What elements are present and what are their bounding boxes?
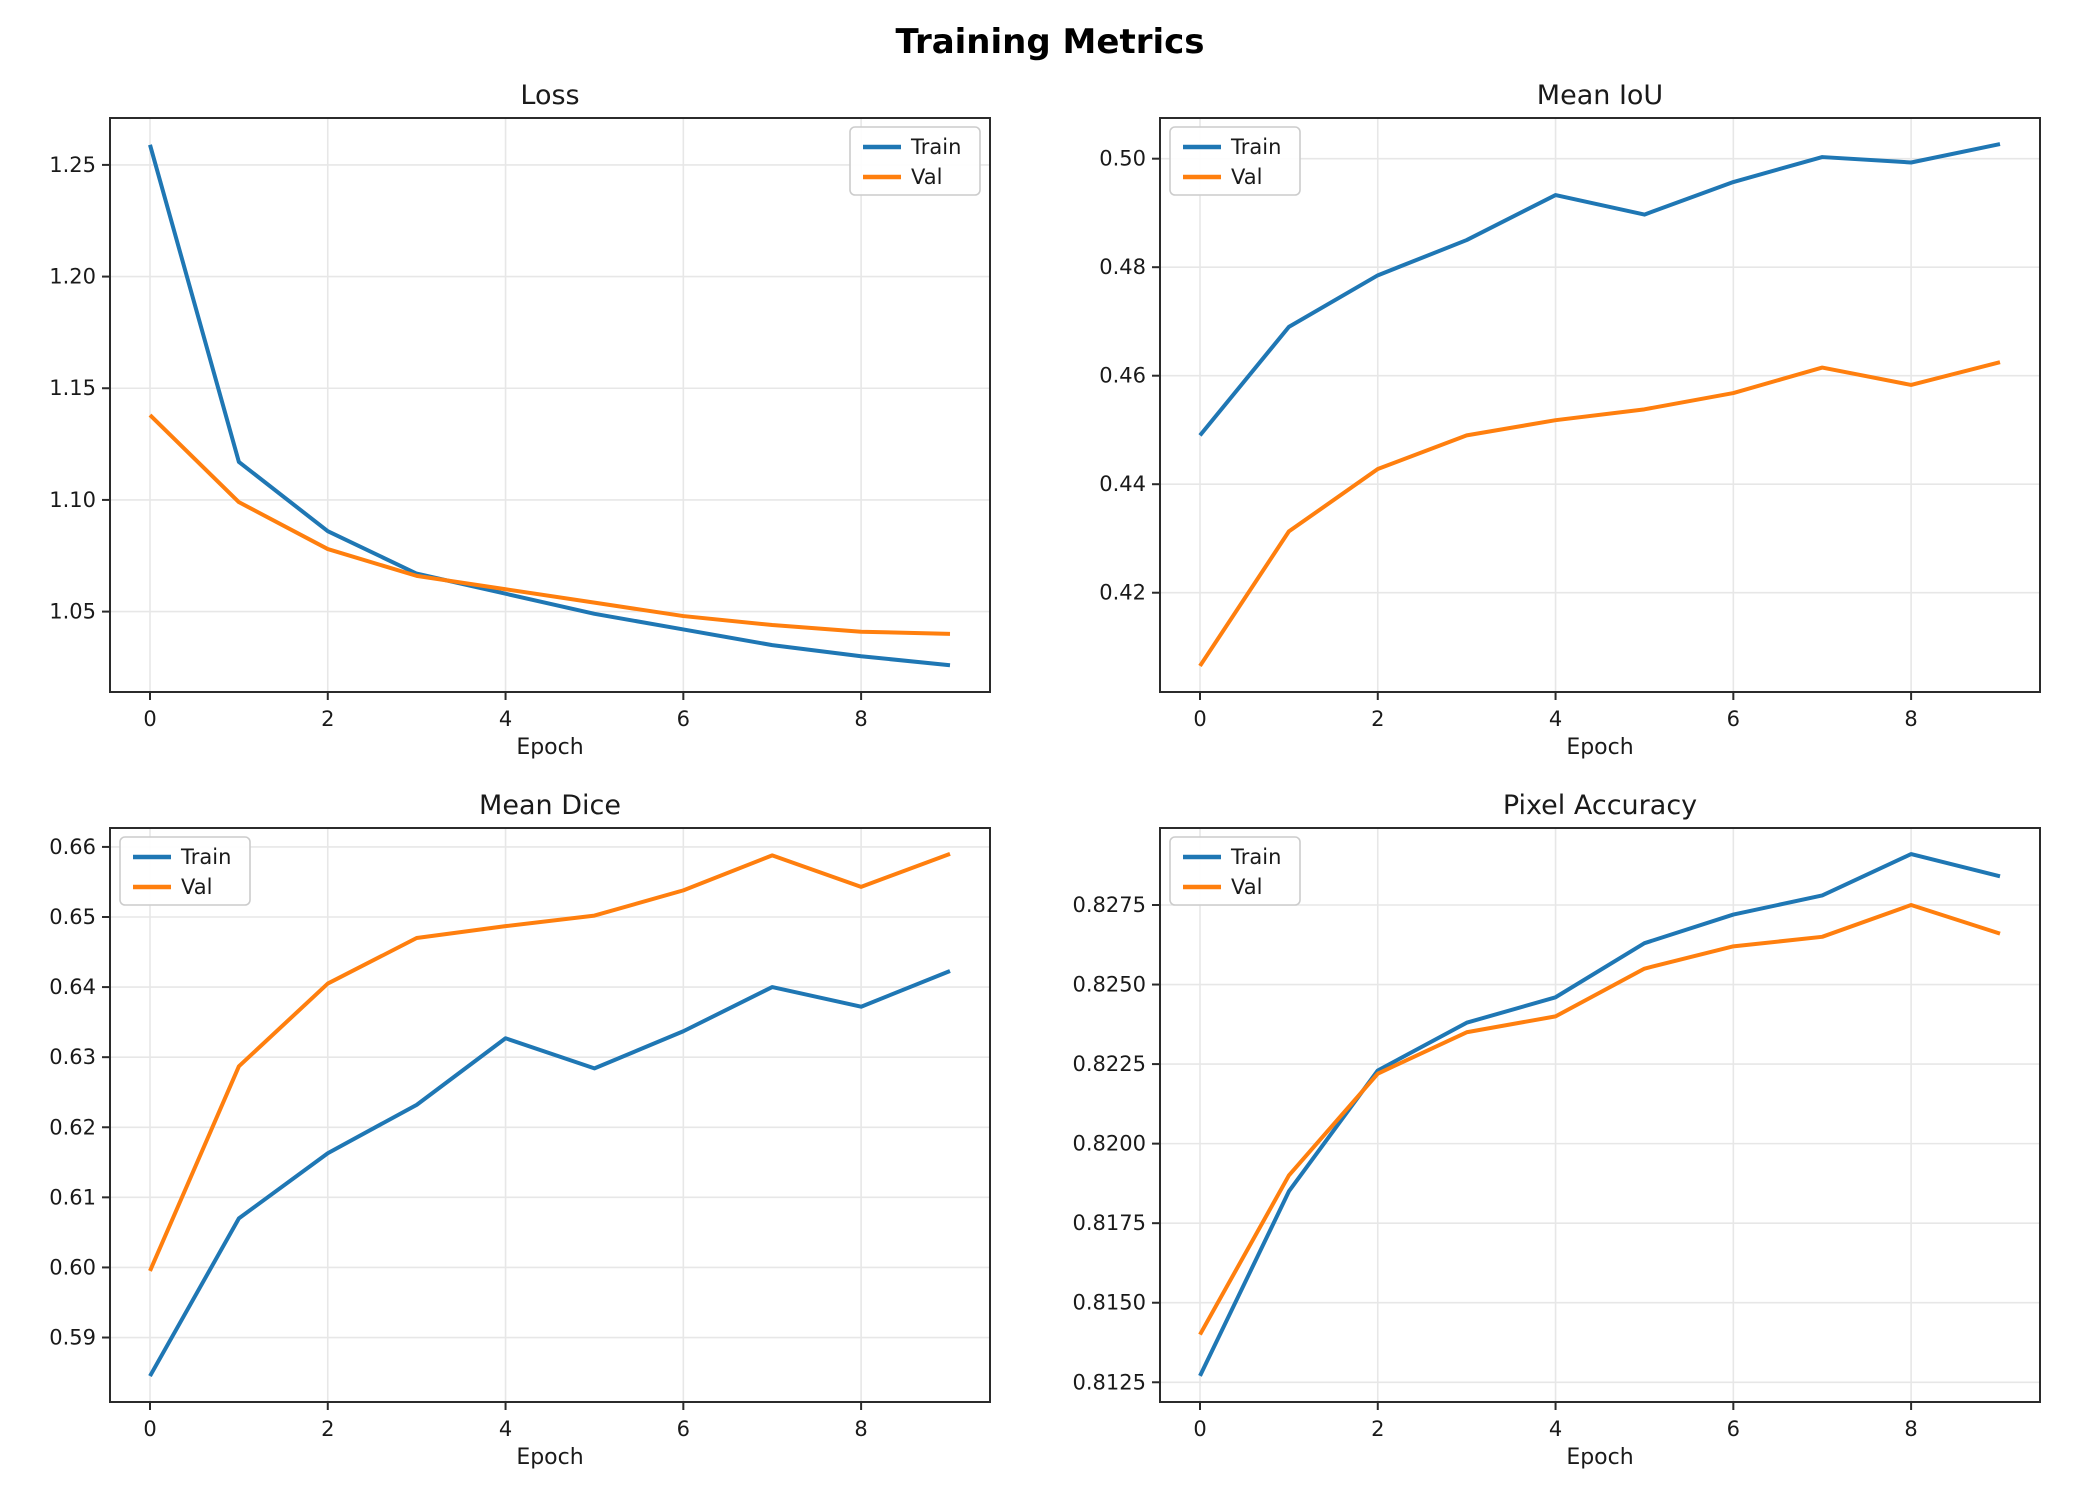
subplot-title: Mean Dice	[479, 790, 621, 821]
train-line	[1198, 852, 2001, 1377]
y-tick-label: 0.60	[49, 1255, 96, 1279]
x-tick-label: 8	[1904, 1417, 1917, 1441]
x-tick-label: 2	[321, 707, 334, 731]
x-tick-label: 2	[321, 1417, 334, 1441]
x-tick-label: 6	[677, 1417, 690, 1441]
legend-val-label: Val	[181, 875, 212, 899]
y-tick-label: 0.63	[49, 1045, 96, 1069]
y-tick-label: 0.61	[49, 1185, 96, 1209]
legend-val-label: Val	[911, 165, 942, 189]
x-tick-label: 2	[1371, 707, 1384, 731]
train-line	[148, 144, 951, 668]
y-tick-label: 0.66	[49, 835, 96, 859]
y-tick-label: 0.8150	[1073, 1291, 1146, 1315]
y-tick-label: 1.10	[49, 488, 96, 512]
x-tick-label: 8	[854, 707, 867, 731]
x-tick-label: 0	[1193, 1417, 1206, 1441]
y-tick-label: 0.44	[1099, 472, 1146, 496]
x-tick-label: 6	[677, 707, 690, 731]
mean-iou-chart-svg: 0 2 4 6 8 0.42 0.44 0.46 0.48 0.50 Mean IoU Epoch Tr…	[1050, 80, 2100, 790]
x-axis-label: Epoch	[1566, 1445, 1633, 1470]
train-line	[1198, 142, 2001, 437]
figure-title: Training Metrics	[895, 22, 1205, 62]
val-line	[1198, 903, 2001, 1336]
x-tick-label: 8	[854, 1417, 867, 1441]
y-tick-label: 0.50	[1099, 147, 1146, 171]
legend: Train Val	[849, 126, 981, 196]
axes-spines	[1159, 827, 2041, 1403]
axes-spines	[109, 117, 991, 693]
plot-background	[0, 790, 1050, 1500]
val-line	[1198, 360, 2001, 668]
legend-val-label: Val	[1231, 875, 1262, 899]
x-tick-label: 4	[1549, 1417, 1562, 1441]
x-axis-label: Epoch	[1566, 735, 1633, 760]
x-tick-label: 0	[143, 1417, 156, 1441]
subplot-grid: 0 2 4 6 8 1.05 1.10 1.15 1.20 1.25 Loss Epoch Train V…	[0, 80, 2100, 1500]
val-line	[148, 852, 951, 1272]
legend-train-label: Train	[1230, 135, 1281, 159]
mean-dice-chart-svg: 0 2 4 6 8 0.59 0.60 0.61 0.62 0.63 0.64 0.65 0.66 Mea…	[0, 790, 1050, 1500]
y-tick-label: 0.59	[49, 1326, 96, 1350]
legend-train-label: Train	[180, 845, 231, 869]
legend: Train Val	[1169, 126, 1301, 196]
loss-chart-svg: 0 2 4 6 8 1.05 1.10 1.15 1.20 1.25 Loss Epoch Train V…	[0, 80, 1050, 790]
subplot-title: Mean IoU	[1537, 80, 1663, 111]
legend: Train Val	[1169, 836, 1301, 906]
train-line	[148, 969, 951, 1378]
x-tick-label: 0	[143, 707, 156, 731]
x-tick-label: 6	[1727, 1417, 1740, 1441]
y-tick-label: 0.65	[49, 905, 96, 929]
x-tick-label: 4	[1549, 707, 1562, 731]
y-tick-label: 1.20	[49, 265, 96, 289]
y-tick-label: 1.15	[49, 376, 96, 400]
y-tick-label: 0.8125	[1073, 1370, 1146, 1394]
axes-spines	[109, 827, 991, 1403]
pixel-accuracy-chart-svg: 0 2 4 6 8 0.8125 0.8150 0.8175 0.8200 0.8225 0.825…	[1050, 790, 2100, 1500]
y-tick-label: 0.62	[49, 1115, 96, 1139]
y-tick-label: 0.46	[1099, 364, 1146, 388]
x-tick-label: 4	[499, 707, 512, 731]
y-tick-label: 0.8200	[1073, 1132, 1146, 1156]
legend-train-label: Train	[1230, 845, 1281, 869]
subplot-title: Pixel Accuracy	[1503, 790, 1697, 821]
legend-train-label: Train	[910, 135, 961, 159]
subplot-mean-iou: 0 2 4 6 8 0.42 0.44 0.46 0.48 0.50 Mean IoU Epoch Tr…	[1050, 80, 2100, 790]
y-tick-label: 0.48	[1099, 255, 1146, 279]
y-tick-label: 0.8175	[1073, 1211, 1146, 1235]
y-tick-label: 0.8225	[1073, 1052, 1146, 1076]
y-tick-label: 1.25	[49, 153, 96, 177]
x-tick-label: 0	[1193, 707, 1206, 731]
subplot-title: Loss	[520, 80, 579, 111]
subplot-pixel-accuracy: 0 2 4 6 8 0.8125 0.8150 0.8175 0.8200 0.8225 0.825…	[1050, 790, 2100, 1500]
val-line	[148, 413, 951, 636]
y-tick-label: 0.64	[49, 975, 96, 999]
x-axis-label: Epoch	[516, 1445, 583, 1470]
y-tick-label: 1.05	[49, 600, 96, 624]
subplot-mean-dice: 0 2 4 6 8 0.59 0.60 0.61 0.62 0.63 0.64 0.65 0.66 Mea…	[0, 790, 1050, 1500]
x-tick-label: 2	[1371, 1417, 1384, 1441]
y-tick-label: 0.8275	[1073, 893, 1146, 917]
x-tick-label: 8	[1904, 707, 1917, 731]
axes-spines	[1159, 117, 2041, 693]
x-tick-label: 6	[1727, 707, 1740, 731]
legend-val-label: Val	[1231, 165, 1262, 189]
legend: Train Val	[119, 836, 251, 906]
plot-background	[0, 80, 1050, 790]
y-tick-label: 0.8250	[1073, 973, 1146, 997]
subplot-loss: 0 2 4 6 8 1.05 1.10 1.15 1.20 1.25 Loss Epoch Train V…	[0, 80, 1050, 790]
x-tick-label: 4	[499, 1417, 512, 1441]
y-tick-label: 0.42	[1099, 581, 1146, 605]
x-axis-label: Epoch	[516, 735, 583, 760]
